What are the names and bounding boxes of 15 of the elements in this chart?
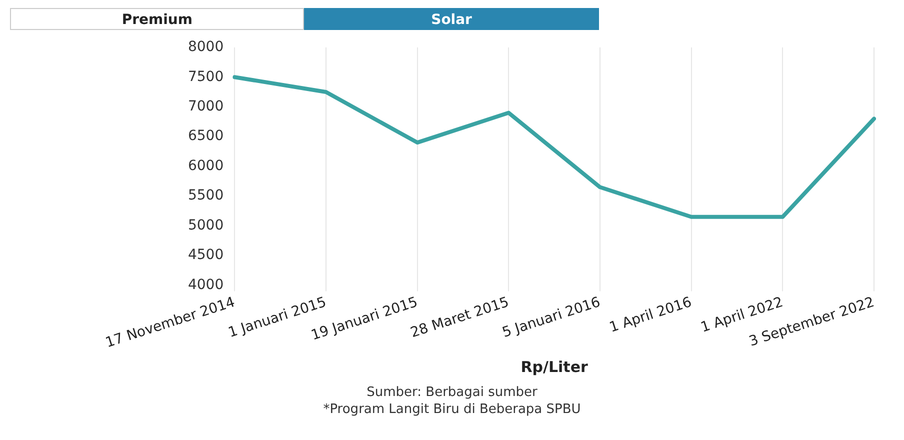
chart-title: Solar: [304, 8, 599, 30]
x-axis-title: Rp/Liter: [520, 358, 589, 376]
text: Premium: [10, 8, 304, 30]
y-tick-label: 7000: [188, 98, 224, 115]
y-tick-label: 5000: [188, 217, 224, 234]
y-tick-label: 6000: [188, 158, 224, 174]
text: *Program Langit Biru di Beberapa SPBU: [322, 401, 582, 418]
y-tick-label: 4000: [188, 276, 224, 293]
y-tick-label: 8000: [188, 39, 224, 56]
x-tick-label: 1 April 2016: [608, 294, 694, 336]
text: Sumber: Berbagai sumber: [366, 384, 538, 401]
y-tick-label: 5500: [188, 188, 224, 204]
y-tick-label: 7500: [188, 68, 224, 85]
y-tick-label: 4500: [188, 247, 224, 264]
y-tick-label: 6500: [188, 128, 224, 144]
